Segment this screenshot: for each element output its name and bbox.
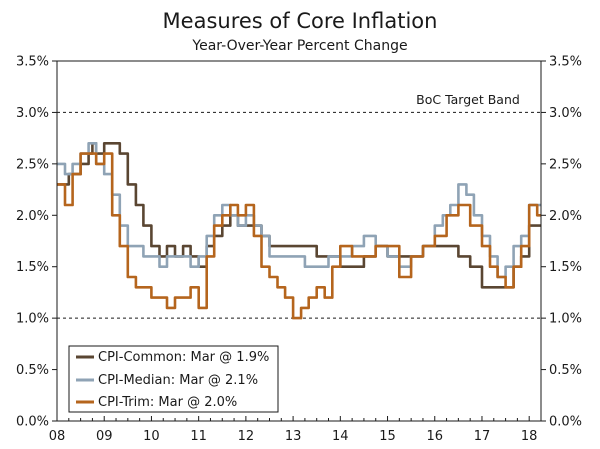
plot-frame <box>56 60 542 422</box>
series-line-cpi-trim <box>57 152 541 320</box>
x-tick-label: 18 <box>521 429 538 444</box>
left-y-tick-label: 1.5% <box>16 260 49 275</box>
right-y-tick-label: 3.5% <box>549 55 582 70</box>
left-y-tick-label: 1.0% <box>16 312 49 327</box>
right-y-axis: 0.0% 0.5% 1.0% 1.5% 2.0% 2.5% 3.0% 3.5% <box>541 55 582 430</box>
legend: CPI-Common: Mar @ 1.9% CPI-Median: Mar @… <box>68 345 279 413</box>
legend-label-cpi-trim: CPI-Trim: Mar @ 2.0% <box>98 395 237 410</box>
x-tick-label: 16 <box>426 429 443 444</box>
left-y-tick-label: 0.5% <box>16 363 49 378</box>
series-line-cpi-median <box>57 142 541 279</box>
x-tick-label: 13 <box>285 429 302 444</box>
left-y-tick-label: 3.0% <box>16 106 49 121</box>
right-y-tick-label: 0.0% <box>549 415 582 430</box>
series-line-cpi-common <box>57 142 541 289</box>
target-band-annotation: BoC Target Band <box>416 92 520 107</box>
x-tick-label: 10 <box>143 429 160 444</box>
left-y-tick-label: 2.0% <box>16 209 49 224</box>
right-y-tick-label: 1.5% <box>549 260 582 275</box>
legend-box <box>68 345 279 413</box>
x-tick-label: 09 <box>96 429 113 444</box>
x-tick-label: 17 <box>474 429 491 444</box>
chart-subtitle: Year-Over-Year Percent Change <box>191 38 407 54</box>
x-tick-label: 08 <box>49 429 66 444</box>
series-lines <box>57 142 541 320</box>
legend-label-cpi-common: CPI-Common: Mar @ 1.9% <box>98 350 269 365</box>
x-tick-label: 14 <box>332 429 349 444</box>
legend-label-cpi-median: CPI-Median: Mar @ 2.1% <box>98 373 258 388</box>
target-band-lines <box>57 111 541 319</box>
left-y-tick-label: 3.5% <box>16 55 49 70</box>
chart-title: Measures of Core Inflation <box>163 9 438 33</box>
x-tick-label: 15 <box>379 429 396 444</box>
x-tick-label: 11 <box>190 429 207 444</box>
left-y-tick-label: 0.0% <box>16 415 49 430</box>
right-y-tick-label: 2.5% <box>549 157 582 172</box>
right-y-tick-label: 0.5% <box>549 363 582 378</box>
right-y-tick-label: 2.0% <box>549 209 582 224</box>
right-y-tick-label: 1.0% <box>549 312 582 327</box>
x-axis: 08 09 10 11 12 13 14 15 16 17 18 <box>49 416 538 444</box>
right-y-tick-label: 3.0% <box>549 106 582 121</box>
left-y-axis: 0.0% 0.5% 1.0% 1.5% 2.0% 2.5% 3.0% 3.5% <box>16 55 57 430</box>
x-tick-label: 12 <box>238 429 255 444</box>
left-y-tick-label: 2.5% <box>16 157 49 172</box>
